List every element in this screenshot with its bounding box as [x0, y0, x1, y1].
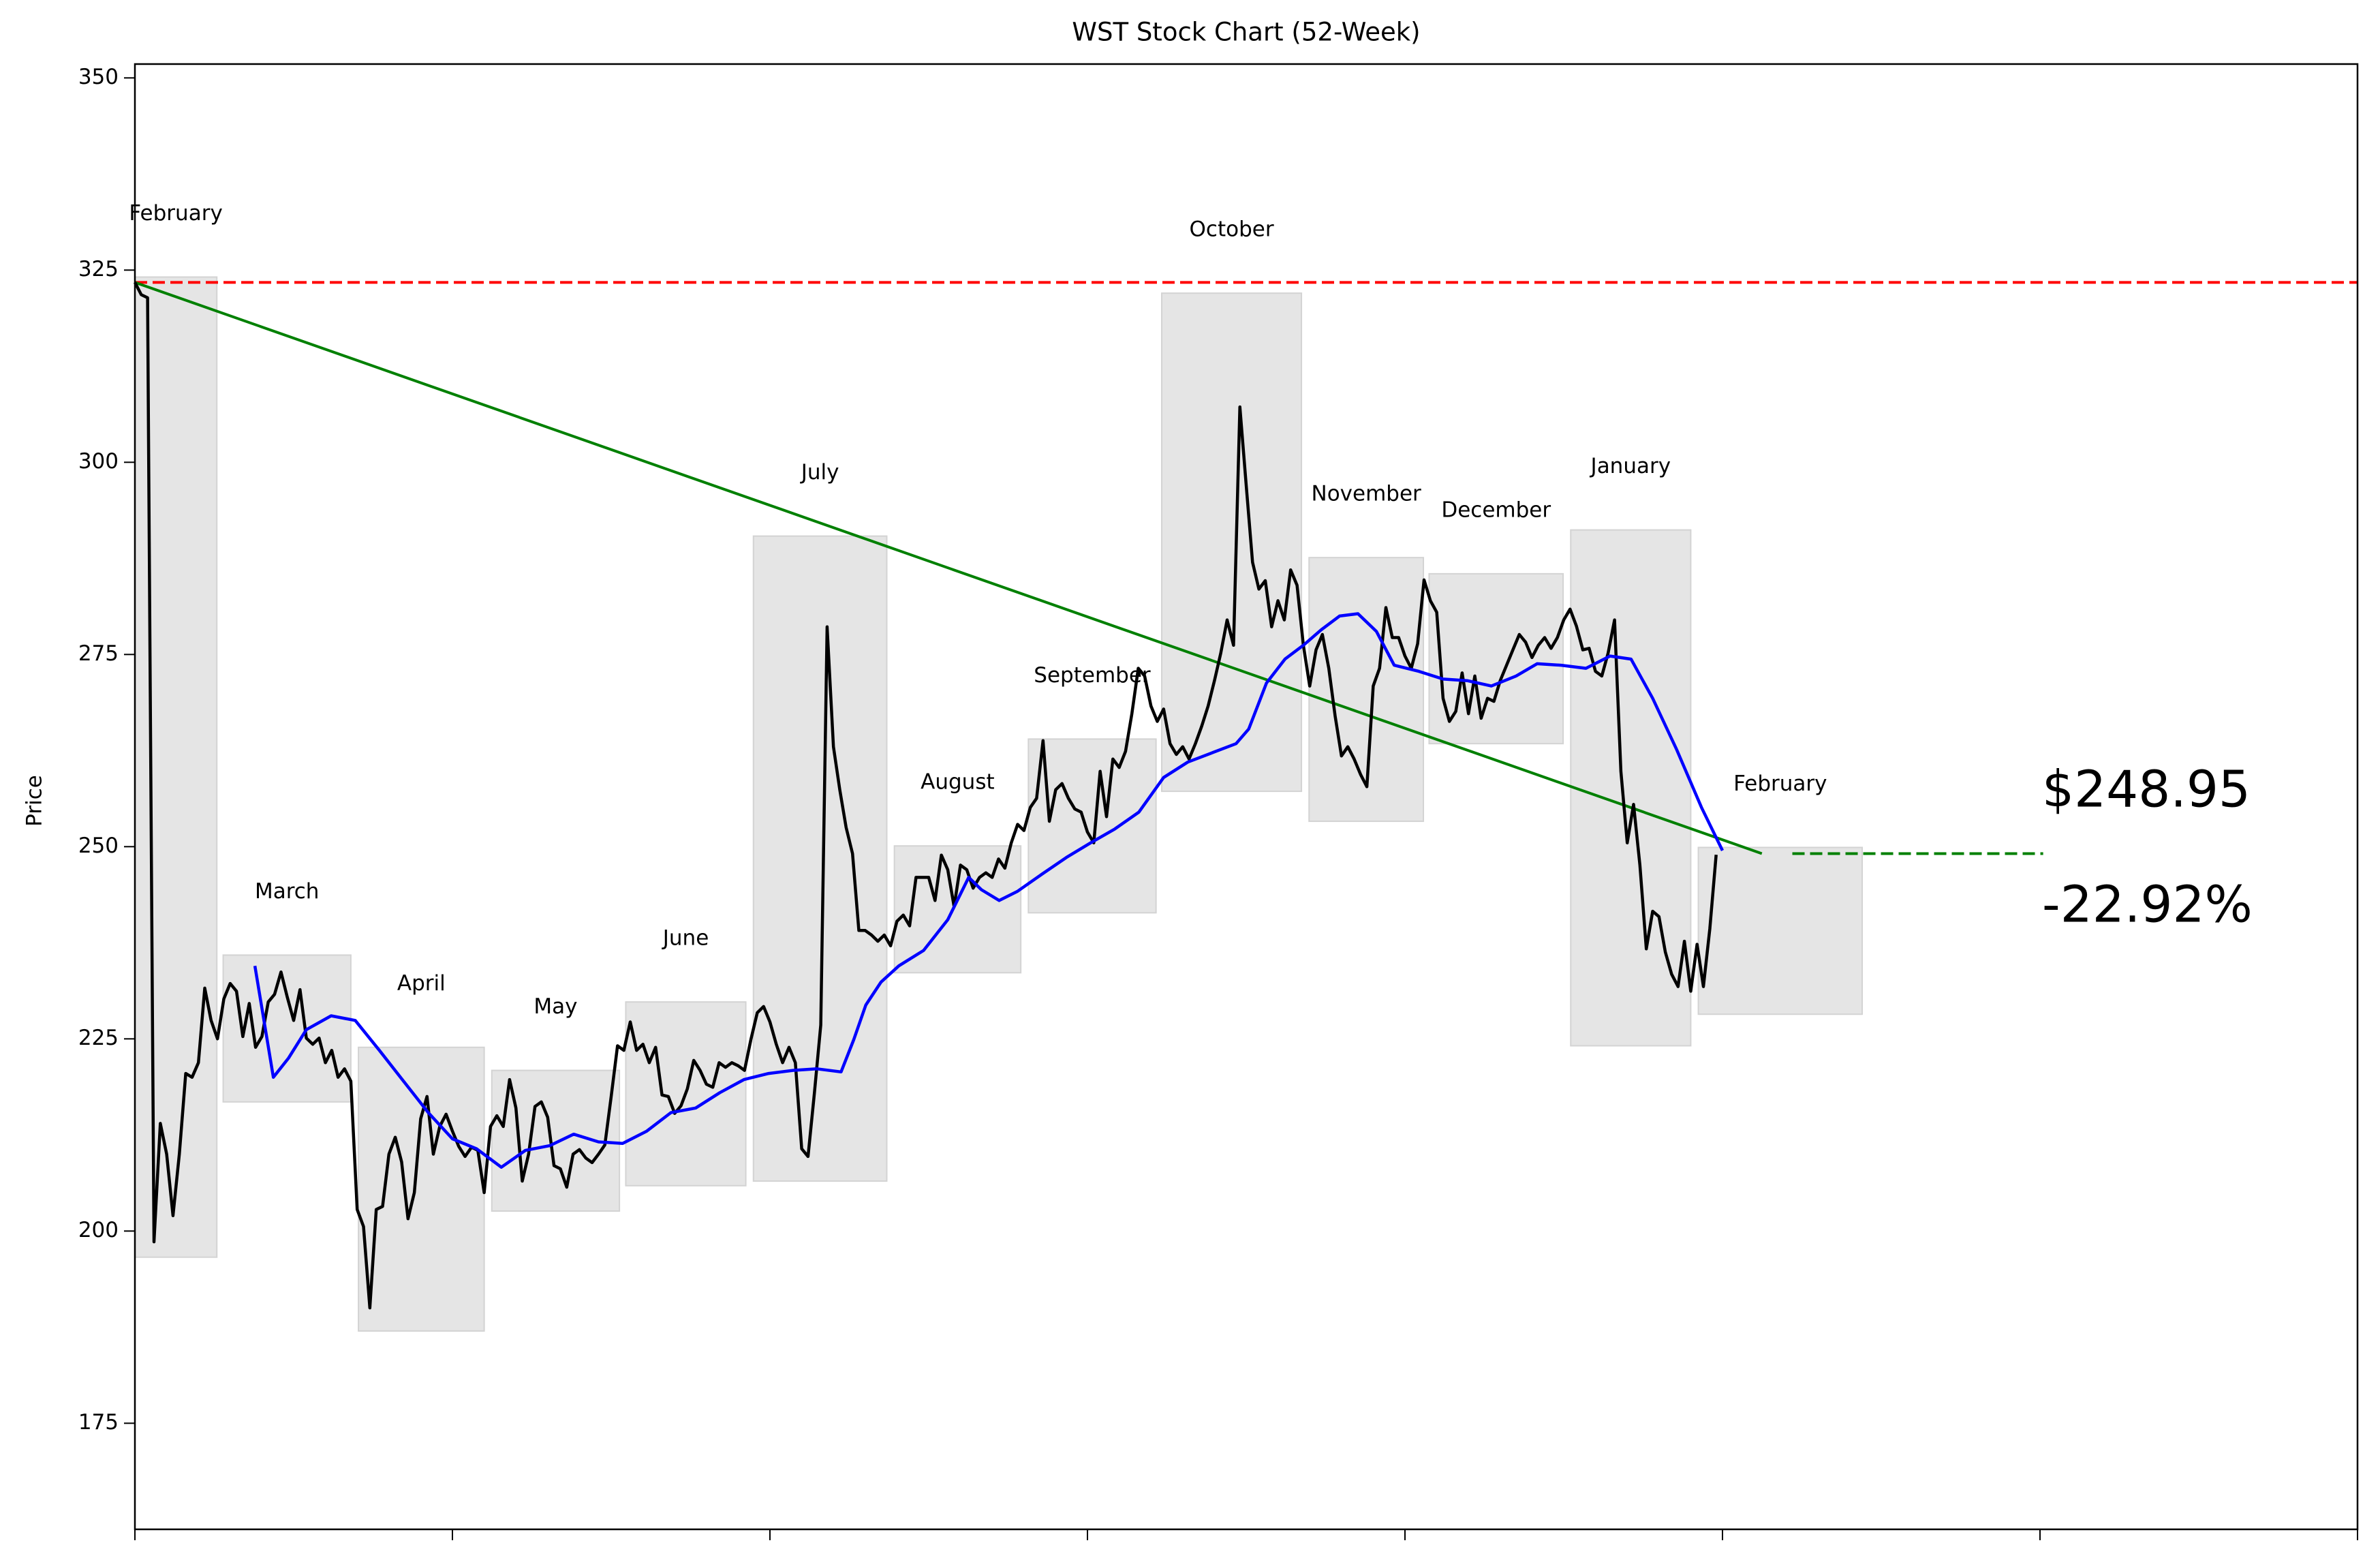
- month-label: December: [1441, 498, 1551, 522]
- price-line: [253, 612, 1725, 1169]
- month-label: February: [1733, 771, 1827, 796]
- plot-frame: [134, 63, 2359, 1531]
- y-tick-label: 175: [78, 1410, 119, 1435]
- month-label: November: [1312, 482, 1422, 506]
- month-label: August: [921, 770, 995, 795]
- month-label: October: [1190, 217, 1274, 242]
- y-tick-label: 300: [78, 449, 119, 474]
- month-label: September: [1034, 663, 1151, 688]
- month-range-box: [1027, 738, 1157, 914]
- y-tick-label: 325: [78, 257, 119, 281]
- trend-line: [134, 281, 1763, 855]
- chart-title: WST Stock Chart (52-Week): [1072, 18, 1420, 47]
- month-label: July: [800, 460, 839, 485]
- month-range-box: [1570, 529, 1692, 1047]
- month-label: June: [662, 926, 709, 951]
- price-line: [134, 281, 1718, 1310]
- y-tick-label: 225: [78, 1026, 119, 1050]
- month-range-box: [1161, 292, 1303, 793]
- y-axis-label: Price: [22, 775, 47, 827]
- annotation: $248.95: [2042, 761, 2251, 819]
- month-label: April: [397, 971, 446, 996]
- month-label: May: [534, 994, 577, 1019]
- y-tick-label: 250: [78, 833, 119, 858]
- month-range-box: [752, 535, 888, 1182]
- y-tick-label: 200: [78, 1218, 119, 1242]
- y-tick-label: 350: [78, 65, 119, 89]
- month-label: February: [129, 201, 222, 226]
- month-range-box: [1697, 846, 1864, 1015]
- month-range-box: [358, 1046, 485, 1332]
- month-label: January: [1590, 454, 1671, 478]
- y-tick-label: 275: [78, 641, 119, 666]
- annotation: -22.92%: [2042, 876, 2253, 934]
- month-range-box: [1428, 572, 1564, 745]
- month-range-box: [893, 845, 1022, 974]
- month-label: March: [255, 879, 320, 904]
